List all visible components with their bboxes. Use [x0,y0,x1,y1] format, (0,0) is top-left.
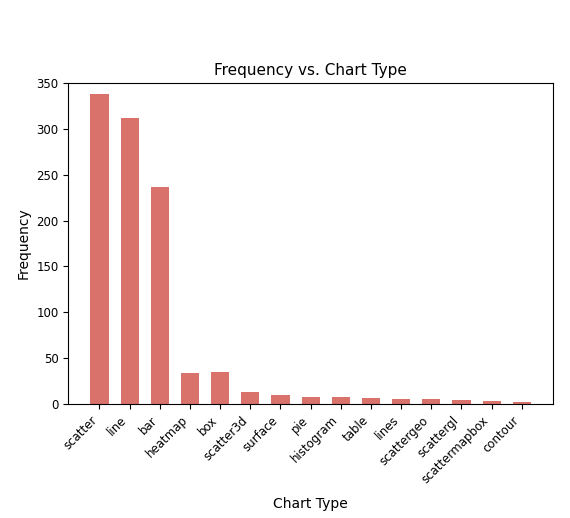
Bar [483,401,500,404]
X-axis label: Chart Type: Chart Type [273,497,348,511]
Bar [150,186,169,404]
Title: Frequency vs. Chart Type: Frequency vs. Chart Type [214,63,407,78]
Bar [181,373,199,404]
Y-axis label: Frequency: Frequency [17,208,31,279]
Bar [392,399,410,404]
Bar [513,402,531,404]
Bar [422,399,441,404]
Bar [302,397,320,404]
Bar [332,397,350,404]
Bar [271,395,290,404]
Bar [453,400,471,404]
Bar [211,372,229,404]
Bar [362,398,380,404]
Bar [241,392,259,404]
Bar [121,118,139,404]
Bar [91,94,108,404]
